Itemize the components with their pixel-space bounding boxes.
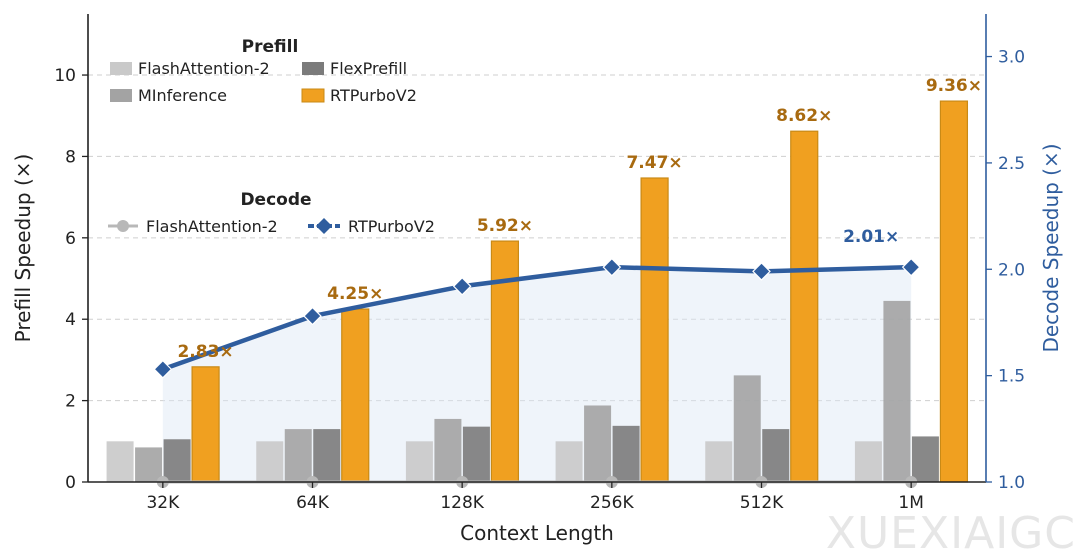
bar-rtpurbov2-32k [191, 366, 220, 483]
bar-rtpurbov2-1m [939, 100, 969, 483]
bar-minference-128k [434, 418, 462, 482]
decode-data-label: 2.01× [843, 227, 899, 247]
x-axis-title: Context Length [460, 521, 614, 545]
left-tick-label: 10 [54, 66, 76, 86]
right-tick-label: 1.0 [998, 473, 1025, 493]
watermark: XUEXIAIGC [826, 508, 1076, 559]
bar-flashattention-2-64k [256, 441, 284, 482]
prefill-data-label: 8.62× [776, 106, 832, 126]
bar-flashattention-2-256k [555, 441, 583, 482]
bar-flexprefill-64k [313, 429, 341, 482]
x-tick-label: 32K [146, 493, 180, 513]
grid-lines [88, 74, 986, 402]
legend-label-prefill: FlexPrefill [330, 59, 407, 78]
bar-flexprefill-1m [911, 436, 939, 482]
bar-flexprefill-256k [612, 425, 640, 482]
bar-minference-32k [135, 447, 163, 482]
x-tick-label: 64K [296, 493, 330, 513]
bar-rtpurbov2-64k [341, 308, 370, 483]
bar-minference-1m [883, 300, 911, 482]
bar-minference-512k [733, 375, 761, 482]
bar-flexprefill-128k [462, 426, 490, 482]
right-axis-title: Decode Speedup (×) [1039, 143, 1063, 352]
decode-point-rtpurbov2 [901, 257, 921, 277]
decode-line-rtpurbov2 [162, 264, 912, 372]
prefill-data-label: 9.36× [926, 76, 982, 96]
legend-label-prefill: RTPurboV2 [330, 86, 417, 105]
data-labels: 2.83× 4.25× 5.92× 7.47× 8.62× 9.36× 2.01× [177, 76, 982, 362]
bar-flashattention-2-512k [705, 441, 733, 482]
bar-flexprefill-512k [762, 429, 790, 482]
legend-label-prefill: MInference [138, 86, 227, 105]
x-tick-label: 256K [590, 493, 634, 513]
left-tick-label: 0 [65, 473, 76, 493]
left-axis-title: Prefill Speedup (×) [11, 154, 35, 343]
bar-flexprefill-32k [163, 439, 191, 482]
legend-swatch-prefill [110, 62, 132, 75]
legend-decode-title: Decode [240, 190, 311, 210]
right-tick-label: 2.0 [998, 260, 1025, 280]
bar-rtpurbov2-256k [640, 177, 669, 483]
prefill-data-label: 7.47× [626, 153, 682, 173]
prefill-data-label: 2.83× [177, 342, 233, 362]
x-tick-label: 128K [440, 493, 484, 513]
decode-point-rtpurbov2 [153, 359, 173, 379]
left-tick-label: 8 [65, 147, 76, 167]
decode-point-rtpurbov2 [752, 262, 771, 281]
prefill-data-label: 4.25× [327, 284, 383, 304]
x-tick-label: 512K [740, 493, 784, 513]
bar-rtpurbov2-512k [790, 130, 819, 483]
legend: Prefill FlashAttention-2 FlexPrefill MInfer… [108, 37, 435, 236]
legend-marker-decode-fa2 [117, 220, 129, 232]
bar-minference-64k [284, 429, 312, 482]
bar-flashattention-2-128k [405, 441, 433, 482]
bar-rtpurbov2-128k [490, 240, 520, 483]
right-tick-label: 3.0 [998, 48, 1025, 68]
right-tick-label: 2.5 [998, 154, 1025, 174]
bar-minference-256k [584, 405, 612, 482]
legend-swatch-prefill [110, 89, 132, 102]
decode-point-rtpurbov2 [602, 257, 622, 277]
legend-label-decode-rt: RTPurboV2 [348, 217, 435, 236]
legend-label-decode-fa2: FlashAttention-2 [146, 217, 278, 236]
x-tick-label: 1M [898, 493, 923, 513]
legend-prefill-title: Prefill [242, 37, 299, 57]
axes: 0 2 4 6 8 10 1.0 1.5 2.0 2.5 3.0 32K 64K 128K 256K 512K… [11, 14, 1063, 545]
right-tick-label: 1.5 [998, 367, 1025, 387]
legend-swatch-prefill [301, 88, 325, 103]
bar-flashattention-2-1m [854, 441, 882, 482]
legend-label-prefill: FlashAttention-2 [138, 59, 270, 78]
decode-point-rtpurbov2 [452, 276, 472, 296]
legend-marker-decode-rt [316, 218, 332, 234]
left-tick-label: 2 [65, 392, 76, 412]
legend-swatch-prefill [302, 62, 324, 75]
left-tick-label: 4 [65, 310, 76, 330]
prefill-data-label: 5.92× [477, 216, 533, 236]
decode-point-rtpurbov2 [303, 306, 322, 326]
left-tick-label: 6 [65, 229, 76, 249]
bar-flashattention-2-32k [106, 441, 134, 482]
